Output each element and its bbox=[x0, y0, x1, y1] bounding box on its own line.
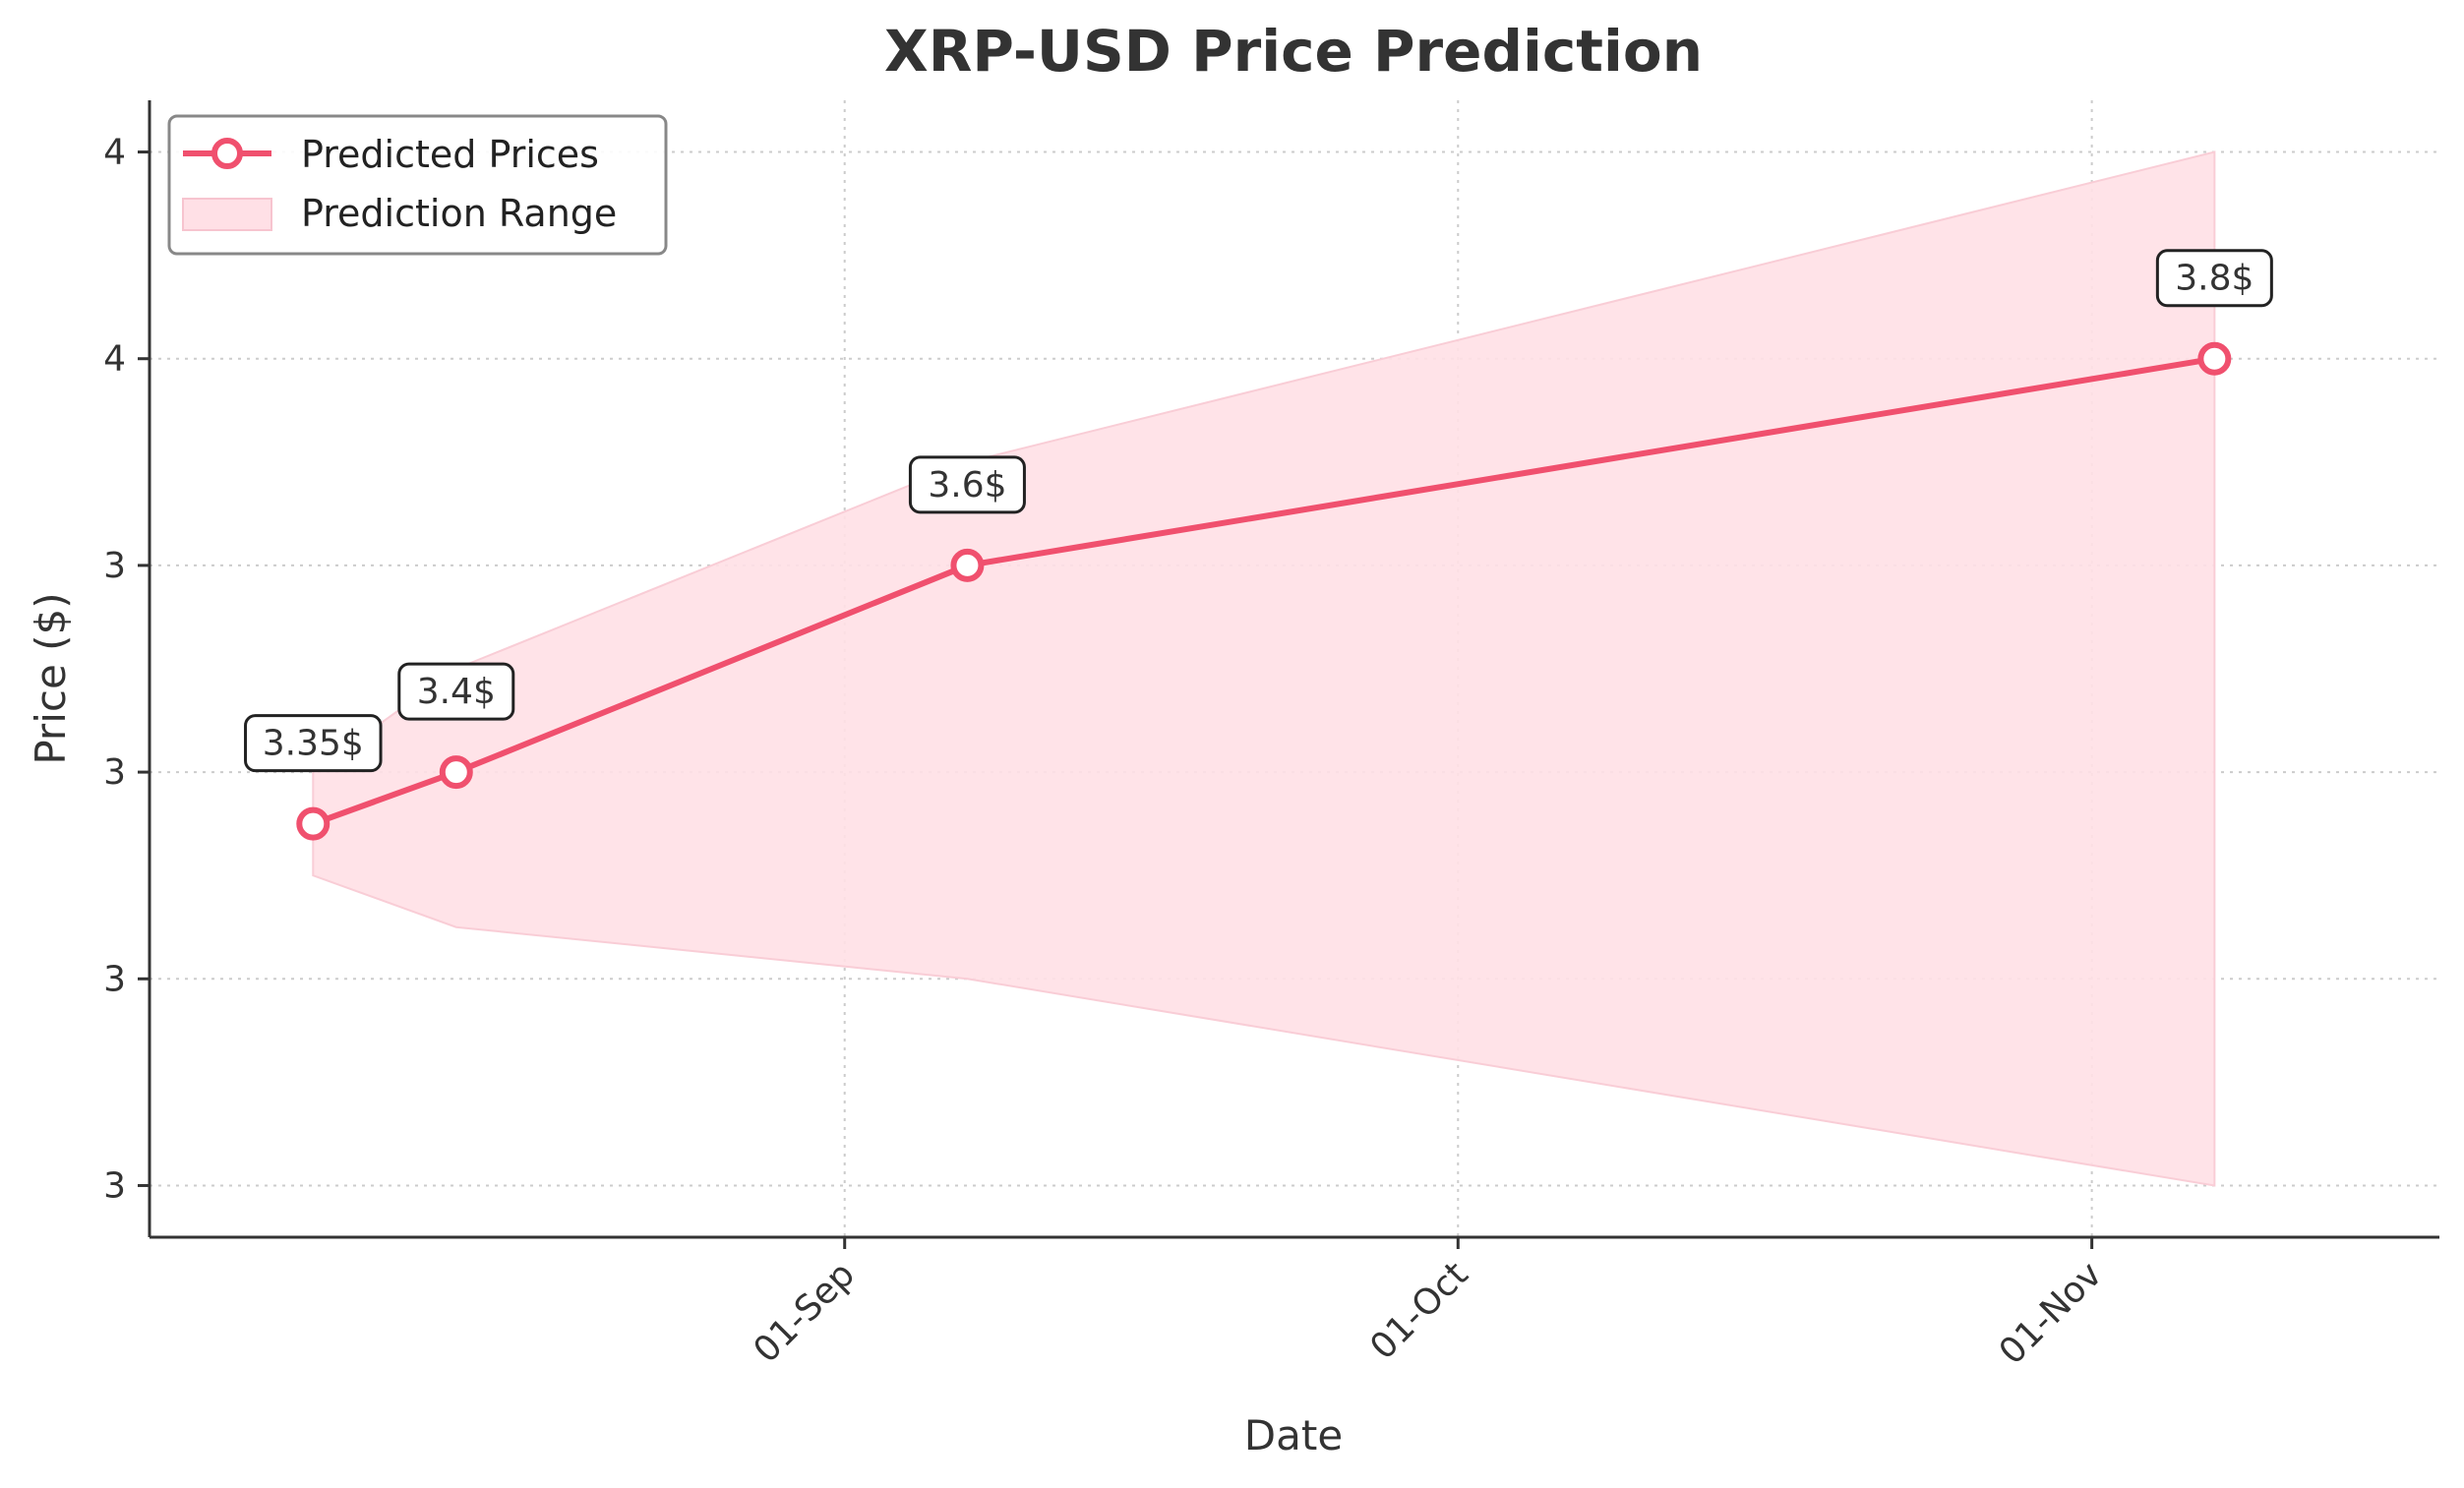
data-label: 3.35$ bbox=[263, 724, 364, 764]
legend-marker-swatch bbox=[211, 138, 243, 169]
data-label-box bbox=[397, 662, 515, 721]
legend-band-swatch bbox=[182, 198, 272, 231]
legend-frame bbox=[167, 114, 668, 256]
data-point bbox=[2197, 341, 2232, 376]
data-label-box bbox=[244, 714, 383, 773]
data-label-box bbox=[908, 455, 1026, 514]
legend: Predicted Prices Prediction Range bbox=[167, 114, 668, 256]
prediction-range-band bbox=[312, 150, 2216, 1187]
axes bbox=[138, 100, 2439, 1249]
y-axis-label: Price ($) bbox=[27, 592, 75, 764]
chart-title: XRP-USD Price Prediction bbox=[884, 18, 1703, 85]
y-tick-label: 3 bbox=[103, 1165, 126, 1206]
data-point bbox=[296, 806, 331, 841]
y-tick-label: 3 bbox=[103, 959, 126, 999]
predicted-prices-line bbox=[312, 355, 2215, 827]
y-tick-label: 4 bbox=[103, 133, 126, 173]
data-labels: 3.35$ 3.4$ 3.6$ 3.8$ bbox=[244, 249, 2273, 773]
x-tick-label: 01-Sep bbox=[747, 1254, 864, 1371]
legend-label-range: Prediction Range bbox=[301, 192, 617, 235]
data-point bbox=[950, 548, 985, 582]
y-tick-label: 3 bbox=[103, 752, 126, 793]
x-tick-label: 01-Oct bbox=[1362, 1254, 1475, 1367]
data-point bbox=[439, 755, 473, 790]
predicted-prices-series bbox=[296, 341, 2232, 841]
prediction-range-area bbox=[312, 150, 2216, 1187]
y-tick-label: 4 bbox=[103, 339, 126, 380]
y-tick-label: 3 bbox=[103, 546, 126, 586]
x-axis-label: Date bbox=[1244, 1411, 1343, 1459]
data-label-box bbox=[2155, 249, 2273, 308]
data-label: 3.8$ bbox=[2175, 259, 2254, 299]
data-label: 3.6$ bbox=[928, 465, 1006, 506]
legend-label-predicted: Predicted Prices bbox=[301, 133, 599, 176]
data-label: 3.4$ bbox=[417, 672, 496, 712]
x-tick-label: 01-Nov bbox=[1992, 1254, 2110, 1372]
